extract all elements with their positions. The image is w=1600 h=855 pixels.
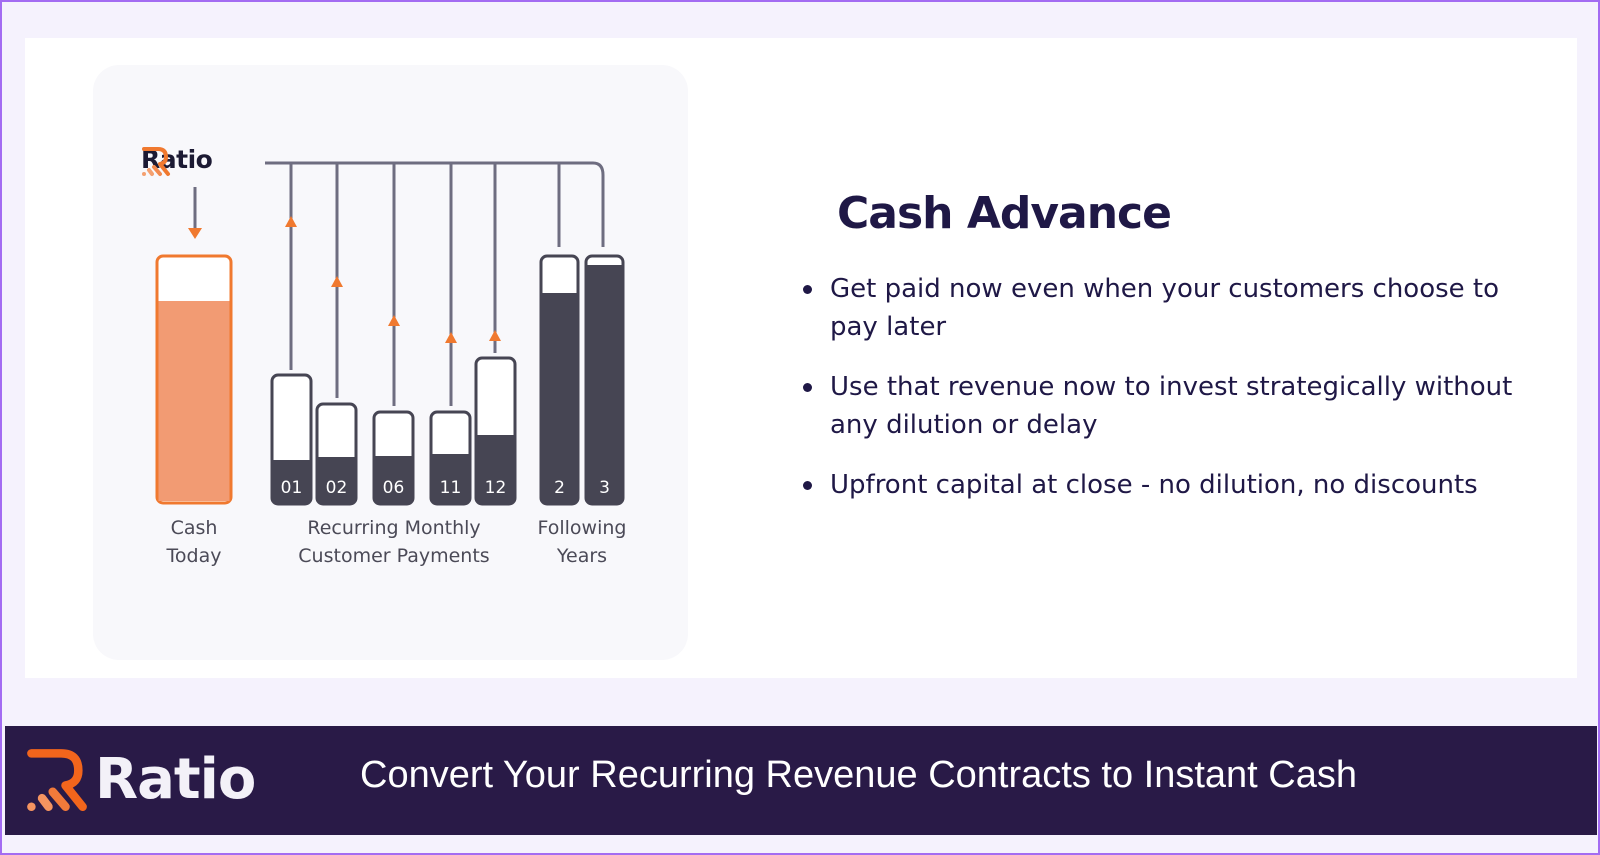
bullet-list: Get paid now even when your customers ch… <box>795 270 1515 526</box>
bar-label-06: 06 <box>383 478 405 498</box>
caption-line: Today <box>166 545 222 567</box>
bar-label-11: 11 <box>440 478 462 498</box>
ratio-logo-icon <box>27 749 87 811</box>
footer-banner: Ratio Convert Your Recurring Revenue Con… <box>5 726 1597 835</box>
caption-line: Years <box>556 545 608 567</box>
footer-brand-logo: Ratio <box>25 744 256 814</box>
bar-label-01: 01 <box>281 478 303 498</box>
bullet-item: Get paid now even when your customers ch… <box>795 270 1515 346</box>
bar-label-12: 12 <box>485 478 507 498</box>
cash-today-caption: Cash Today <box>161 514 227 570</box>
bar-label-year-2: 2 <box>554 478 565 498</box>
presentation-slide: 01 02 06 11 12 <box>25 38 1577 678</box>
slide-title: Cash Advance <box>837 188 1172 239</box>
caption-line: Recurring Monthly <box>307 517 481 539</box>
bullet-item: Use that revenue now to invest strategic… <box>795 368 1515 444</box>
caption-line: Cash <box>170 517 218 539</box>
caption-line: Following <box>537 517 627 539</box>
diagram-graphic: 01 02 06 11 12 <box>155 161 625 506</box>
caption-line: Customer Payments <box>298 545 490 567</box>
monthly-payments-caption: Recurring Monthly Customer Payments <box>289 514 499 570</box>
footer-tagline: Convert Your Recurring Revenue Contracts… <box>360 754 1357 796</box>
brand-name: Ratio <box>95 746 256 812</box>
ratio-logo-icon <box>142 147 170 176</box>
following-years-caption: Following Years <box>532 514 632 570</box>
bullet-item: Upfront capital at close - no dilution, … <box>795 466 1515 504</box>
diagram-brand-logo: Ratio <box>141 145 213 176</box>
bar-label-02: 02 <box>326 478 348 498</box>
cash-advance-diagram: 01 02 06 11 12 <box>93 65 688 660</box>
bar-label-year-3: 3 <box>599 478 610 498</box>
